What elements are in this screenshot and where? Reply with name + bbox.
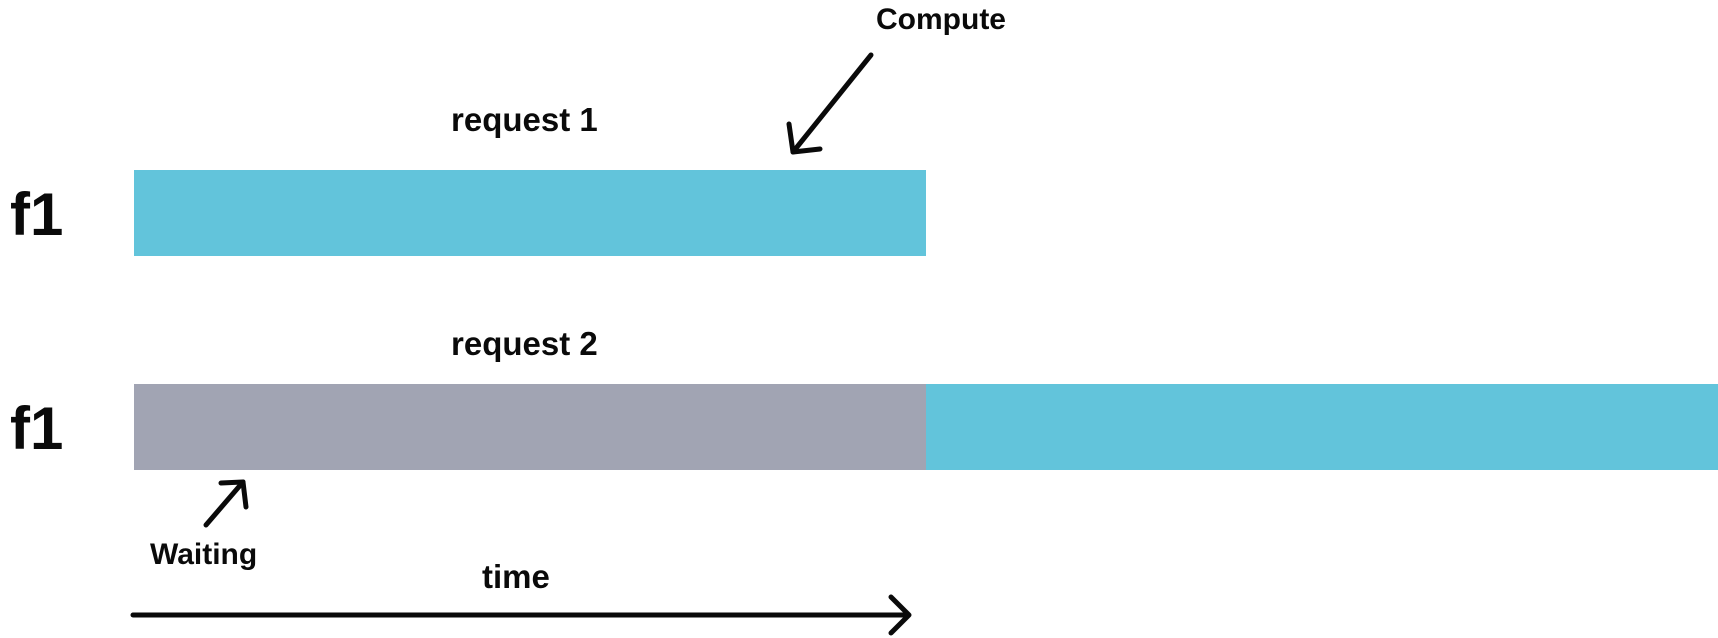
compute-annotation-label: Compute	[876, 3, 1006, 36]
arrow-right-icon	[130, 594, 912, 636]
request-2-waiting-bar	[134, 384, 926, 470]
request-1-label: request 1	[451, 101, 598, 138]
time-axis-label: time	[482, 558, 550, 595]
row-1-label: f1	[10, 181, 64, 248]
waiting-annotation-label: Waiting	[150, 538, 258, 571]
row-2-label: f1	[10, 395, 64, 462]
arrow-up-right-icon	[203, 479, 249, 528]
request-2-label: request 2	[451, 325, 598, 362]
request-1-compute-bar	[134, 170, 926, 256]
request-2-compute-bar	[926, 384, 1718, 470]
arrow-down-left-icon	[786, 52, 874, 155]
